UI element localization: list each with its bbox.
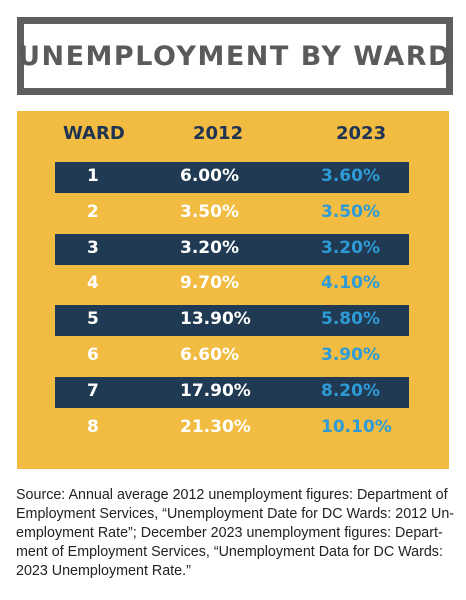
value-2012-cell: 9.70% [180, 273, 239, 293]
table-header: WARD 2012 2023 [17, 123, 449, 151]
value-2023-cell: 4.10% [321, 273, 380, 293]
source-line: Employment Services, “Unemployment Date … [16, 506, 455, 522]
value-2023-cell: 3.60% [321, 166, 380, 186]
header-ward: WARD [63, 123, 125, 144]
source-line: Source: Annual average 2012 unemployment… [16, 487, 448, 503]
value-2023-cell: 8.20% [321, 381, 380, 401]
source-line: ment of Employment Services, “Unemployme… [16, 544, 443, 560]
value-2023-cell: 10.10% [321, 417, 392, 437]
table-row: 8 21.30% 10.10% [55, 413, 409, 444]
title-box: UNEMPLOYMENT BY WARD [17, 17, 453, 95]
chart-title: UNEMPLOYMENT BY WARD [18, 40, 452, 72]
ward-cell: 4 [87, 273, 99, 293]
value-2023-cell: 3.20% [321, 238, 380, 258]
ward-cell: 1 [87, 166, 99, 186]
value-2023-cell: 5.80% [321, 309, 380, 329]
table-row: 6 6.60% 3.90% [55, 341, 409, 372]
ward-cell: 2 [87, 202, 99, 222]
ward-cell: 8 [87, 417, 99, 437]
ward-cell: 6 [87, 345, 99, 365]
value-2012-cell: 3.50% [180, 202, 239, 222]
value-2012-cell: 13.90% [180, 309, 251, 329]
table-row: 4 9.70% 4.10% [55, 269, 409, 300]
value-2023-cell: 3.50% [321, 202, 380, 222]
ward-cell: 5 [87, 309, 99, 329]
ward-cell: 3 [87, 238, 99, 258]
value-2012-cell: 3.20% [180, 238, 239, 258]
header-2023: 2023 [336, 123, 387, 144]
value-2012-cell: 6.60% [180, 345, 239, 365]
table-panel: WARD 2012 2023 1 6.00% 3.60% 2 3.50% 3.50% 3 3.… [17, 111, 449, 469]
header-2012: 2012 [193, 123, 244, 144]
value-2023-cell: 3.90% [321, 345, 380, 365]
source-line: employment Rate”; December 2023 unemploy… [16, 525, 443, 541]
value-2012-cell: 6.00% [180, 166, 239, 186]
table-row: 7 17.90% 8.20% [55, 377, 409, 408]
table-row: 1 6.00% 3.60% [55, 162, 409, 193]
source-note: Source: Annual average 2012 unemployment… [16, 486, 456, 581]
value-2012-cell: 17.90% [180, 381, 251, 401]
value-2012-cell: 21.30% [180, 417, 251, 437]
table-row: 2 3.50% 3.50% [55, 198, 409, 229]
ward-cell: 7 [87, 381, 99, 401]
table-row: 5 13.90% 5.80% [55, 305, 409, 336]
table-row: 3 3.20% 3.20% [55, 234, 409, 265]
source-line: 2023 Unemployment Rate.” [16, 563, 191, 579]
